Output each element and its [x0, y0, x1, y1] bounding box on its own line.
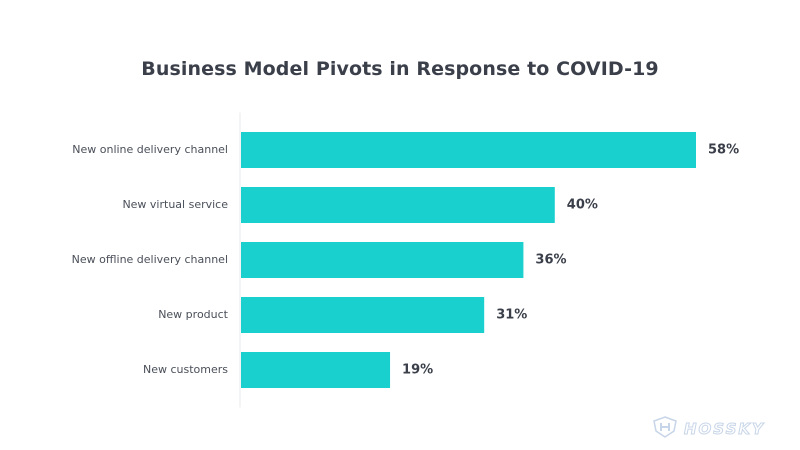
category-label: New online delivery channel [72, 143, 228, 156]
watermark: HOSSKY [652, 416, 765, 442]
watermark-text: HOSSKY [684, 420, 765, 439]
chart-title: Business Model Pivots in Response to COV… [141, 58, 659, 80]
bar [241, 297, 485, 333]
data-label: 36% [535, 253, 566, 268]
data-label: 40% [567, 198, 598, 213]
category-label: New product [158, 308, 228, 321]
data-label: 19% [402, 363, 433, 378]
shield-logo-icon [652, 416, 678, 442]
category-label: New offline delivery channel [72, 253, 228, 266]
category-label: New customers [143, 363, 228, 376]
category-label: New virtual service [122, 198, 228, 211]
bar [241, 187, 555, 223]
bar [241, 352, 391, 388]
data-label: 58% [708, 143, 739, 158]
bar [241, 242, 524, 278]
bar [241, 132, 696, 168]
data-label: 31% [496, 308, 527, 323]
